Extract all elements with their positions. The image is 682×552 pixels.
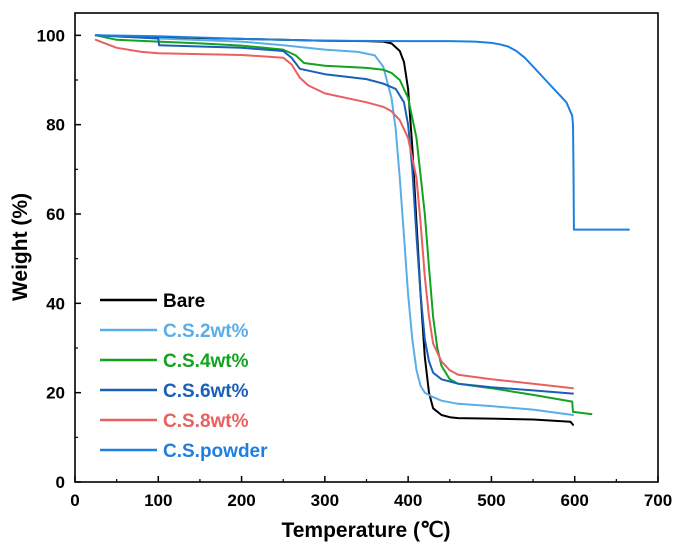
y-tick-label: 100 [37, 26, 65, 45]
x-tick-label: 200 [227, 491, 255, 510]
x-tick-label: 100 [144, 491, 172, 510]
y-tick-label: 20 [46, 384, 65, 403]
series-line-c-s-powder [94, 34, 630, 231]
y-tick-label: 60 [46, 205, 65, 224]
x-axis-title: Temperature (℃) [281, 519, 450, 542]
legend-label: C.S.powder [163, 441, 268, 462]
x-tick-label: 400 [394, 491, 422, 510]
x-tick-label: 300 [311, 491, 339, 510]
x-axis-ticks: 0 100 200 300 400 500 600 700 [70, 476, 672, 510]
y-tick-label: 80 [46, 116, 65, 135]
y-axis-title: Weight (%) [9, 193, 32, 301]
x-tick-label: 0 [70, 491, 79, 510]
series-lines [94, 34, 630, 426]
legend-label: C.S.2wt% [163, 321, 249, 342]
y-axis-ticks: 0 20 40 60 80 100 [37, 26, 81, 492]
legend-label: C.S.8wt% [163, 411, 249, 432]
legend-label: C.S.4wt% [163, 351, 249, 372]
series-line-c-s-8wt- [94, 38, 574, 390]
y-tick-label: 0 [56, 473, 65, 492]
legend-label: Bare [163, 291, 205, 312]
x-tick-label: 500 [477, 491, 505, 510]
x-tick-label: 700 [644, 491, 672, 510]
y-tick-label: 40 [46, 294, 65, 313]
series-line-c-s-6wt- [94, 34, 574, 395]
x-tick-label: 600 [561, 491, 589, 510]
legend: Bare C.S.2wt% C.S.4wt% C.S.6wt% C.S.8wt% C.S.… [100, 291, 268, 462]
legend-label: C.S.6wt% [163, 381, 249, 402]
series-line-c-s-2wt- [94, 34, 574, 416]
